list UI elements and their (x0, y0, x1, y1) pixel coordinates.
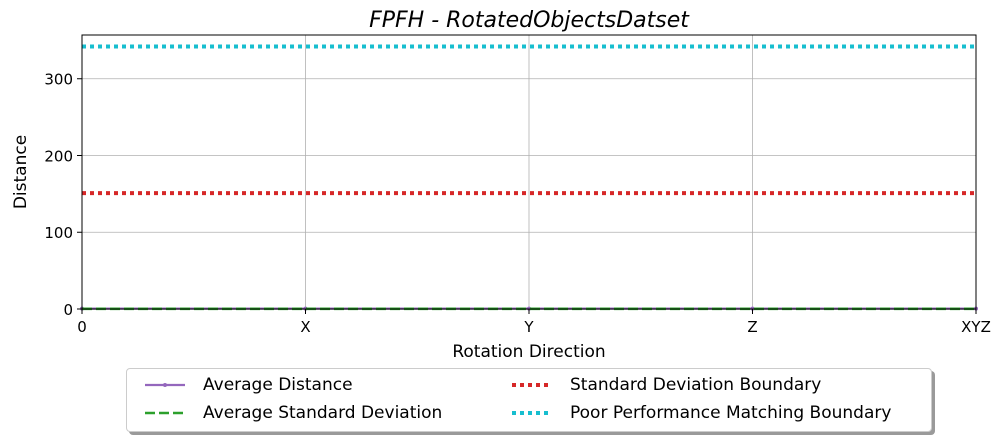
x-tick-label: Y (523, 318, 534, 336)
y-axis-label: Distance (11, 135, 31, 209)
legend-item-average-standard-deviation: Average Standard Deviation (143, 403, 442, 423)
y-tick-label: 100 (44, 224, 73, 242)
y-tick-label: 300 (44, 71, 73, 89)
legend-label-standard-deviation-boundary: Standard Deviation Boundary (570, 375, 822, 395)
x-axis-label: Rotation Direction (452, 342, 605, 362)
grid (81, 35, 977, 310)
legend-label-poor-performance-matching-boundary: Poor Performance Matching Boundary (570, 403, 892, 423)
legend-swatch-average-standard-deviation (145, 411, 185, 415)
legend-label-average-distance: Average Distance (203, 375, 353, 395)
legend-label-average-standard-deviation: Average Standard Deviation (203, 403, 443, 423)
legend: Average Distance Average Standard Deviat… (126, 368, 932, 432)
x-tick-label: XYZ (961, 318, 991, 336)
legend-swatch-average-distance (145, 383, 185, 387)
y-tick-label: 0 (63, 301, 73, 319)
x-tick-label: X (300, 318, 310, 336)
y-axis-ticks: 0 100 200 300 (44, 71, 82, 319)
y-tick-label: 200 (44, 147, 73, 165)
legend-item-standard-deviation-boundary: Standard Deviation Boundary (510, 375, 821, 395)
legend-item-poor-performance-matching-boundary: Poor Performance Matching Boundary (510, 403, 891, 423)
legend-swatch-poor-performance-matching-boundary (512, 411, 552, 415)
x-tick-label: 0 (77, 318, 87, 336)
legend-item-average-distance: Average Distance (143, 375, 353, 395)
x-tick-label: Z (747, 318, 757, 336)
legend-swatch-standard-deviation-boundary (512, 383, 552, 387)
x-axis-ticks: 0 X Y Z XYZ (77, 309, 991, 336)
chart-title: FPFH - RotatedObjectsDatset (369, 8, 690, 33)
